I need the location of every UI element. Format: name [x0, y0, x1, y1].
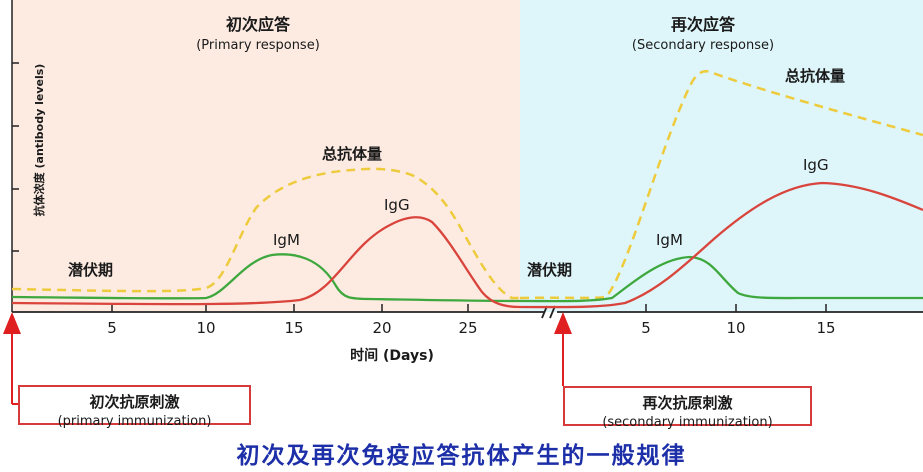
primary-immunization-en: (primary immunization) — [57, 414, 212, 429]
total-antibody-curve-secondary — [519, 70, 923, 300]
primary-immunization-arrow — [3, 312, 21, 405]
primary-panel-background — [12, 0, 520, 312]
igg-label-primary: IgG — [384, 196, 410, 214]
primary-title-en: (Primary response) — [196, 38, 320, 53]
primary-immunization-box: 初次抗原刺激 (primary immunization) — [18, 385, 251, 429]
igm-label-primary: IgM — [273, 231, 300, 249]
igg-label-secondary: IgG — [803, 156, 829, 174]
secondary-panel-background — [520, 0, 923, 312]
x-tick-label: 20 — [372, 319, 391, 337]
y-axis-label: 抗体浓度 (antibody levels) — [32, 64, 46, 217]
diagram-caption: 初次及再次免疫应答抗体产生的一般规律 — [236, 443, 687, 469]
secondary-immunization-arrow — [554, 312, 572, 386]
x-ticks-primary: 5 10 15 20 25 — [107, 304, 478, 337]
igm-label-secondary: IgM — [656, 231, 683, 249]
primary-title-cn: 初次应答 — [226, 15, 291, 34]
igm-curve-secondary — [519, 255, 923, 303]
x-tick-label: 10 — [196, 319, 215, 337]
igg-curve-secondary — [519, 181, 923, 309]
x-axis-label: 时间 (Days) — [350, 347, 434, 364]
secondary-immunization-cn: 再次抗原刺激 — [642, 394, 733, 412]
x-tick-label: 15 — [816, 319, 835, 337]
arrow-head — [554, 312, 572, 334]
x-tick-label: 25 — [458, 319, 477, 337]
y-axis-ticks — [12, 62, 19, 252]
x-tick-label: 5 — [641, 319, 651, 337]
x-tick-label: 15 — [284, 319, 303, 337]
x-tick-label: 5 — [107, 319, 117, 337]
arrow-head — [3, 312, 21, 334]
igm-curve-primary — [11, 253, 521, 303]
total-antibody-label-secondary: 总抗体量 — [785, 67, 845, 85]
secondary-title-cn: 再次应答 — [671, 15, 736, 34]
latent-period-label-primary: 潜伏期 — [68, 261, 113, 279]
total-antibody-label-primary: 总抗体量 — [322, 145, 382, 163]
x-tick-label: 10 — [726, 319, 745, 337]
igg-curve-primary — [11, 216, 521, 309]
primary-immunization-cn: 初次抗原刺激 — [89, 393, 180, 411]
secondary-immunization-box: 再次抗原刺激 (secondary immunization) — [563, 386, 812, 430]
latent-period-label-secondary: 潜伏期 — [527, 261, 572, 279]
x-ticks-secondary: 5 10 15 — [641, 304, 836, 337]
secondary-immunization-en: (secondary immunization) — [602, 415, 773, 430]
secondary-title-en: (Secondary response) — [632, 38, 774, 53]
